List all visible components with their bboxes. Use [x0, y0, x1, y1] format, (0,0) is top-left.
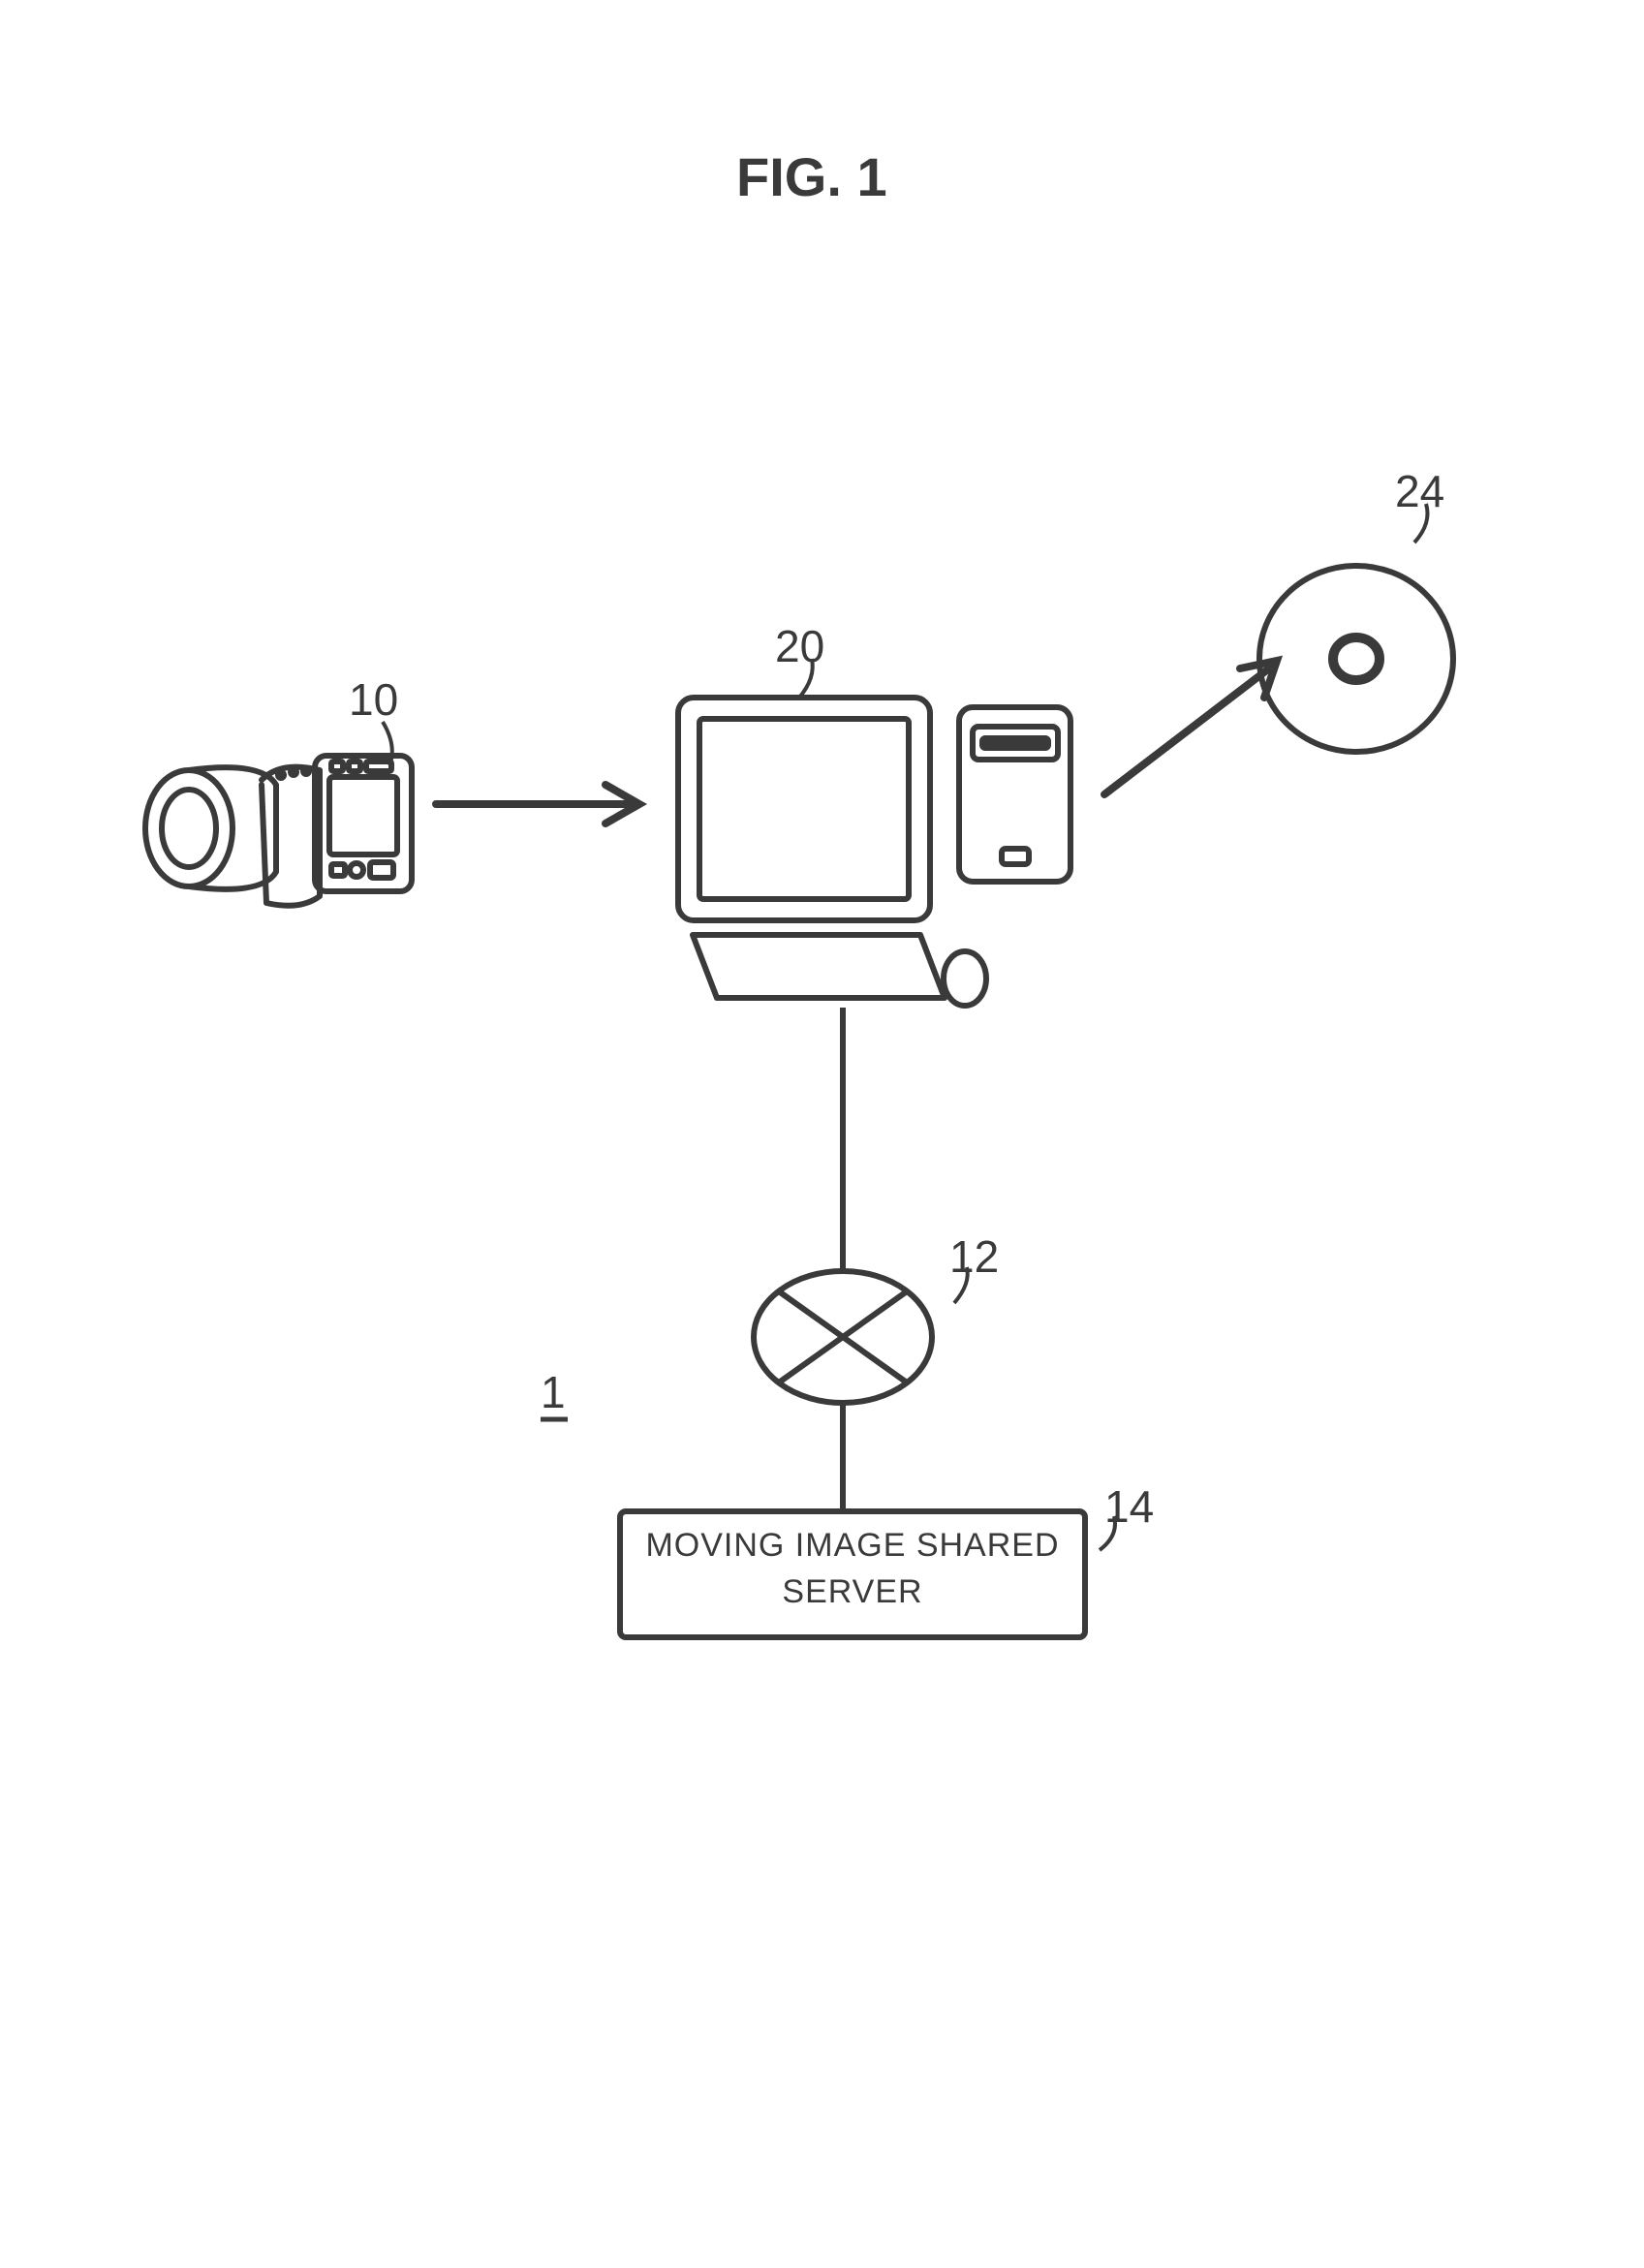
- camcorder-label: 10: [349, 673, 398, 726]
- pc-icon: [678, 698, 1070, 1006]
- diagram-svg: [0, 0, 1644, 2268]
- network-label: 12: [949, 1230, 999, 1283]
- disc-icon: [1259, 566, 1453, 752]
- arrow-camcorder-to-pc: [436, 785, 639, 823]
- system-label: 1: [541, 1366, 566, 1418]
- arrow-pc-to-disc: [1104, 661, 1277, 794]
- pc-label: 20: [775, 620, 824, 672]
- camcorder-icon: [145, 756, 412, 906]
- disc-label: 24: [1395, 465, 1444, 517]
- network-icon: [754, 1271, 932, 1403]
- server-text-line2: SERVER: [639, 1573, 1066, 1611]
- page: FIG. 1: [0, 0, 1644, 2268]
- figure-title: FIG. 1: [736, 145, 887, 208]
- server-label: 14: [1104, 1480, 1154, 1533]
- server-text-line1: MOVING IMAGE SHARED: [639, 1527, 1066, 1565]
